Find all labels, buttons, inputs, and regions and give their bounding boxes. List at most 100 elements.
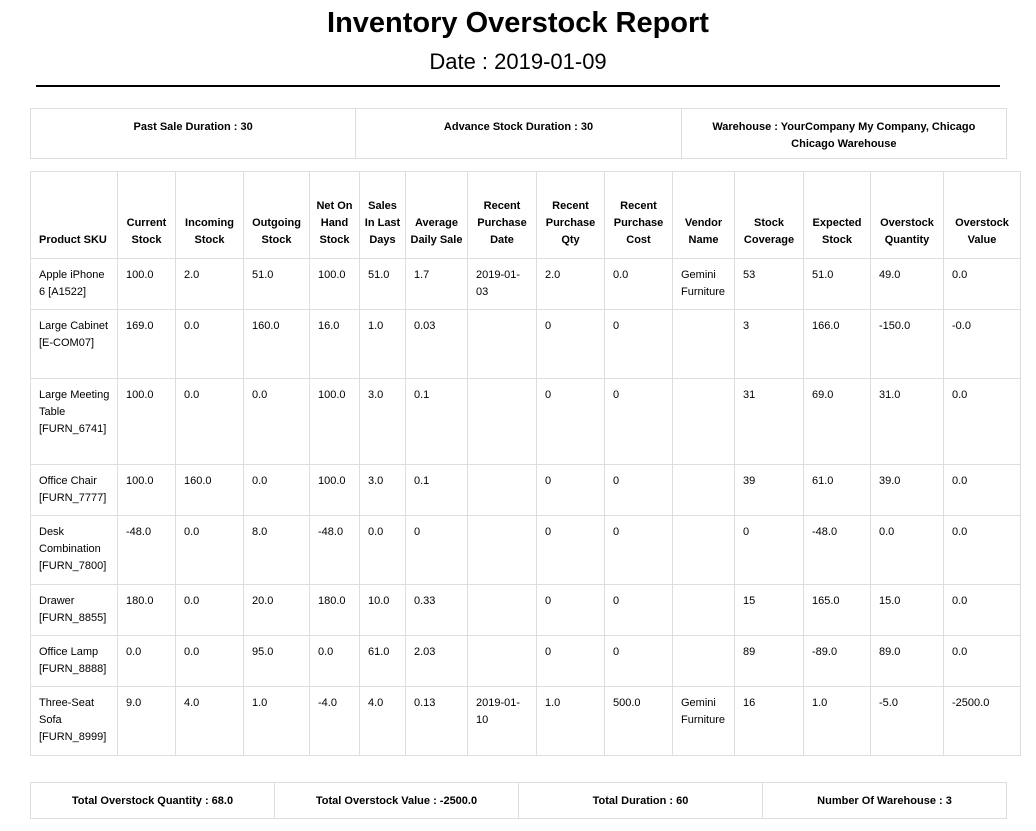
cell-net-on-hand-stock: 100.0	[309, 464, 360, 516]
report-date: Date : 2019-01-09	[429, 49, 607, 74]
cell-sales-in-last-days: 51.0	[359, 258, 406, 310]
cell-recent-purchase-date	[467, 464, 537, 516]
cell-outgoing-stock: 0.0	[243, 378, 310, 465]
header-overstock-quantity: Overstock Quantity	[870, 171, 944, 259]
cell-sales-in-last-days: 10.0	[359, 584, 406, 636]
cell-overstock-quantity: 0.0	[870, 515, 944, 585]
cell-incoming-stock: 2.0	[175, 258, 244, 310]
cell-outgoing-stock: 51.0	[243, 258, 310, 310]
cell-current-stock: 0.0	[117, 635, 176, 687]
cell-overstock-value: 0.0	[943, 378, 1021, 465]
cell-net-on-hand-stock: 100.0	[309, 378, 360, 465]
cell-stock-coverage: 31	[734, 378, 804, 465]
overstock-table: Product SKU Current Stock Incoming Stock…	[30, 171, 1021, 756]
cell-stock-coverage: 3	[734, 309, 804, 379]
cell-stock-coverage: 16	[734, 686, 804, 756]
header-recent-purchase-date: Recent Purchase Date	[467, 171, 537, 259]
table-row: Three-Seat Sofa [FURN_8999] 9.0 4.0 1.0 -4.0…	[30, 686, 1021, 756]
cell-average-daily-sale: 0.13	[405, 686, 468, 756]
cell-recent-purchase-cost: 0	[604, 515, 673, 585]
cell-net-on-hand-stock: 0.0	[309, 635, 360, 687]
cell-overstock-quantity: 31.0	[870, 378, 944, 465]
cell-product-sku: Desk Combination [FURN_7800]	[30, 515, 118, 585]
report-totals: Total Overstock Quantity : 68.0 Total Ov…	[30, 782, 1007, 819]
cell-product-sku: Apple iPhone 6 [A1522]	[30, 258, 118, 310]
cell-overstock-value: 0.0	[943, 258, 1021, 310]
cell-expected-stock: 51.0	[803, 258, 871, 310]
cell-sales-in-last-days: 61.0	[359, 635, 406, 687]
cell-stock-coverage: 89	[734, 635, 804, 687]
cell-recent-purchase-qty: 0	[536, 309, 605, 379]
total-overstock-value: Total Overstock Value : -2500.0	[274, 782, 519, 819]
cell-current-stock: -48.0	[117, 515, 176, 585]
cell-overstock-value: 0.0	[943, 464, 1021, 516]
header-average-daily-sale: Average Daily Sale	[405, 171, 468, 259]
cell-recent-purchase-date	[467, 378, 537, 465]
cell-expected-stock: 1.0	[803, 686, 871, 756]
cell-recent-purchase-cost: 0.0	[604, 258, 673, 310]
cell-recent-purchase-date	[467, 309, 537, 379]
header-incoming-stock: Incoming Stock	[175, 171, 244, 259]
table-row: Drawer [FURN_8855] 180.0 0.0 20.0 180.0 10.0 0…	[30, 584, 1021, 636]
cell-average-daily-sale: 0.33	[405, 584, 468, 636]
cell-current-stock: 100.0	[117, 258, 176, 310]
cell-incoming-stock: 4.0	[175, 686, 244, 756]
cell-recent-purchase-date	[467, 635, 537, 687]
cell-incoming-stock: 0.0	[175, 378, 244, 465]
cell-recent-purchase-qty: 2.0	[536, 258, 605, 310]
cell-current-stock: 100.0	[117, 464, 176, 516]
cell-overstock-value: -0.0	[943, 309, 1021, 379]
header-outgoing-stock: Outgoing Stock	[243, 171, 310, 259]
cell-product-sku: Office Lamp [FURN_8888]	[30, 635, 118, 687]
cell-outgoing-stock: 160.0	[243, 309, 310, 379]
cell-vendor-name	[672, 515, 735, 585]
cell-outgoing-stock: 0.0	[243, 464, 310, 516]
advance-stock-duration: Advance Stock Duration : 30	[355, 108, 682, 159]
cell-sales-in-last-days: 3.0	[359, 464, 406, 516]
cell-current-stock: 180.0	[117, 584, 176, 636]
cell-recent-purchase-qty: 1.0	[536, 686, 605, 756]
cell-incoming-stock: 0.0	[175, 309, 244, 379]
cell-outgoing-stock: 95.0	[243, 635, 310, 687]
table-row: Large Meeting Table [FURN_6741] 100.0 0.0 0…	[30, 378, 1021, 465]
warehouse-name: Warehouse : YourCompany My Company, Chic…	[680, 108, 1008, 159]
table-header-row: Product SKU Current Stock Incoming Stock…	[30, 171, 1021, 259]
report-title: Inventory Overstock Report	[327, 7, 709, 39]
cell-recent-purchase-date: 2019-01-03	[467, 258, 537, 310]
table-row: Desk Combination [FURN_7800] -48.0 0.0 8.0-…	[30, 515, 1021, 585]
cell-product-sku: Large Cabinet [E-COM07]	[30, 309, 118, 379]
cell-average-daily-sale: 0.03	[405, 309, 468, 379]
cell-recent-purchase-cost: 0	[604, 378, 673, 465]
cell-average-daily-sale: 0.1	[405, 378, 468, 465]
cell-overstock-value: 0.0	[943, 515, 1021, 585]
cell-overstock-quantity: 89.0	[870, 635, 944, 687]
cell-stock-coverage: 15	[734, 584, 804, 636]
cell-outgoing-stock: 20.0	[243, 584, 310, 636]
cell-current-stock: 100.0	[117, 378, 176, 465]
cell-sales-in-last-days: 1.0	[359, 309, 406, 379]
cell-expected-stock: 69.0	[803, 378, 871, 465]
cell-net-on-hand-stock: 16.0	[309, 309, 360, 379]
cell-sales-in-last-days: 3.0	[359, 378, 406, 465]
cell-recent-purchase-cost: 0	[604, 635, 673, 687]
cell-net-on-hand-stock: -4.0	[309, 686, 360, 756]
cell-recent-purchase-qty: 0	[536, 378, 605, 465]
cell-current-stock: 9.0	[117, 686, 176, 756]
header-vendor-name: Vendor Name	[672, 171, 735, 259]
cell-overstock-value: 0.0	[943, 635, 1021, 687]
cell-recent-purchase-qty: 0	[536, 635, 605, 687]
cell-incoming-stock: 0.0	[175, 584, 244, 636]
cell-net-on-hand-stock: 180.0	[309, 584, 360, 636]
table-row: Large Cabinet [E-COM07] 169.0 0.0 160.0 16.0…	[30, 309, 1021, 379]
cell-vendor-name	[672, 635, 735, 687]
cell-average-daily-sale: 2.03	[405, 635, 468, 687]
cell-outgoing-stock: 8.0	[243, 515, 310, 585]
cell-product-sku: Drawer [FURN_8855]	[30, 584, 118, 636]
cell-recent-purchase-qty: 0	[536, 515, 605, 585]
cell-sales-in-last-days: 4.0	[359, 686, 406, 756]
cell-recent-purchase-date	[467, 584, 537, 636]
header-product-sku: Product SKU	[30, 171, 118, 259]
table-row: Office Chair [FURN_7777] 100.0 160.0 0.0 100…	[30, 464, 1021, 516]
cell-average-daily-sale: 0	[405, 515, 468, 585]
cell-average-daily-sale: 1.7	[405, 258, 468, 310]
